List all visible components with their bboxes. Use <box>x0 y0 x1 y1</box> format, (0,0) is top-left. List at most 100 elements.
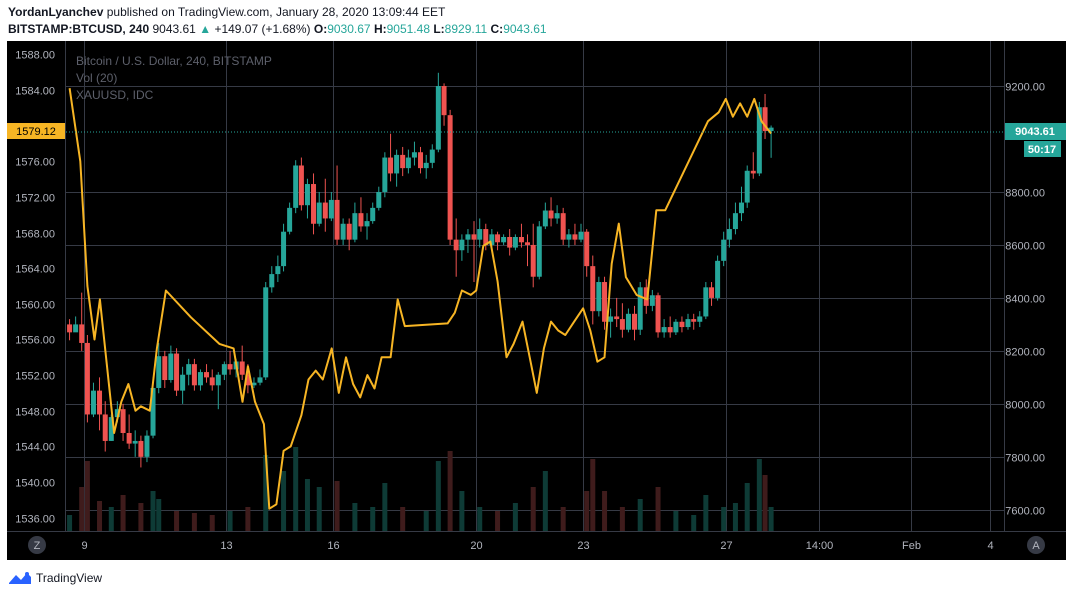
candle-body <box>715 260 721 298</box>
volume-bars <box>67 447 774 531</box>
candle-body <box>477 229 483 240</box>
candle-body <box>643 287 649 306</box>
last-price: 9043.61 <box>152 22 196 36</box>
open-label: O: <box>313 22 328 36</box>
candle-body <box>542 210 548 227</box>
candle-body <box>709 287 715 298</box>
candle-body <box>364 221 370 227</box>
candle-body <box>275 266 281 275</box>
candle-body <box>239 361 245 375</box>
candle-body <box>418 152 424 169</box>
candle-body <box>328 199 334 219</box>
volume-bar <box>655 487 661 531</box>
candle-body <box>411 152 417 158</box>
auto-scale-button[interactable] <box>1027 536 1045 554</box>
candle-body <box>566 234 572 240</box>
overlay-legend[interactable]: XAUUSD, IDC <box>76 88 154 102</box>
candles <box>67 72 774 468</box>
volume-bar <box>512 503 518 531</box>
candle-body <box>602 282 608 322</box>
candle-body <box>691 319 697 322</box>
candle-body <box>661 327 667 333</box>
volume-bar <box>732 503 738 531</box>
volume-bar <box>703 495 709 531</box>
candle-body <box>750 170 756 174</box>
volume-bar <box>590 459 596 531</box>
chart-background <box>7 41 1066 560</box>
timezone-button[interactable] <box>28 536 46 554</box>
candle-body <box>340 223 346 240</box>
grid-lines <box>66 41 1004 531</box>
candle-body <box>97 390 103 415</box>
candle-body <box>191 364 197 386</box>
candle-body <box>156 356 162 388</box>
candle-body <box>548 210 554 219</box>
right-axis[interactable]: 9200.00 8800.00 8600.00 8400.00 8200.00 8000.… <box>1005 82 1045 518</box>
candle-body <box>768 127 774 132</box>
candle-body <box>489 234 495 245</box>
volume-bar <box>293 447 299 531</box>
volume-bar <box>304 479 310 531</box>
candle-body <box>584 231 590 267</box>
main-series-legend[interactable]: Bitcoin / U.S. Dollar, 240, BITSTAMP <box>76 54 272 68</box>
left-tick-label: 1564.00 <box>15 264 55 276</box>
candle-body <box>376 191 382 208</box>
volume-bar <box>602 491 608 531</box>
close-value: 9043.61 <box>503 22 547 36</box>
timezone-button-label: Z <box>34 540 41 552</box>
right-tick-label: 8800.00 <box>1005 188 1045 200</box>
time-tick-label: 13 <box>220 540 232 552</box>
volume-legend[interactable]: Vol (20) <box>76 71 117 85</box>
left-axis[interactable]: 1588.001584.001580.001576.001572.001568.… <box>15 50 55 526</box>
candle-body <box>132 440 138 444</box>
price-chart[interactable]: 1588.001584.001580.001576.001572.001568.… <box>7 41 1066 560</box>
left-tick-label: 1536.00 <box>15 514 55 526</box>
candle-body <box>405 157 411 169</box>
candle-body <box>578 231 584 240</box>
candle-body <box>518 237 524 243</box>
candle-body <box>739 202 745 214</box>
candle-body <box>429 149 435 163</box>
volume-bar <box>435 461 441 531</box>
volume-bar <box>673 511 679 531</box>
volume-bar <box>67 515 73 531</box>
candle-body <box>619 319 625 330</box>
last-price-tag <box>1005 123 1066 140</box>
right-tick-label: 8600.00 <box>1005 241 1045 253</box>
volume-bar <box>334 481 340 531</box>
candle-body <box>614 316 620 320</box>
volume-bar <box>495 511 501 531</box>
candle-body <box>114 409 120 418</box>
volume-bar <box>560 507 566 531</box>
candle-body <box>144 435 150 457</box>
volume-bar <box>316 487 322 531</box>
candle-body <box>168 353 174 381</box>
volume-bar <box>120 495 126 531</box>
left-tick-label: 1540.00 <box>15 478 55 490</box>
chart-pane[interactable]: 1588.001584.001580.001576.001572.001568.… <box>7 41 1066 560</box>
right-tick-label: 8400.00 <box>1005 294 1045 306</box>
xauusd-line <box>68 88 772 510</box>
candle-body <box>251 382 257 386</box>
candle-body <box>762 107 768 132</box>
candle-body <box>685 319 691 328</box>
candle-body <box>525 242 531 245</box>
candle-body <box>352 213 358 240</box>
candle-body <box>287 207 293 232</box>
candle-body <box>637 287 643 330</box>
symbol-info: BITSTAMP:BTCUSD, 240 9043.61 ▲ +149.07 (… <box>8 22 547 36</box>
candle-body <box>311 184 317 224</box>
candle-body <box>507 237 513 248</box>
change-up-icon: ▲ <box>199 22 212 36</box>
volume-bar <box>721 507 727 531</box>
candle-body <box>227 364 233 370</box>
candle-body <box>334 199 340 240</box>
candle-body <box>358 213 364 227</box>
candle-body <box>388 157 394 174</box>
candle-body <box>453 239 459 251</box>
right-tick-label: 8000.00 <box>1005 400 1045 412</box>
volume-bar <box>227 511 233 531</box>
time-axis[interactable]: 9 13 16 20 23 27 14:00 Feb 4 <box>81 540 993 552</box>
candle-body <box>465 234 471 240</box>
footer: TradingView <box>8 569 102 587</box>
